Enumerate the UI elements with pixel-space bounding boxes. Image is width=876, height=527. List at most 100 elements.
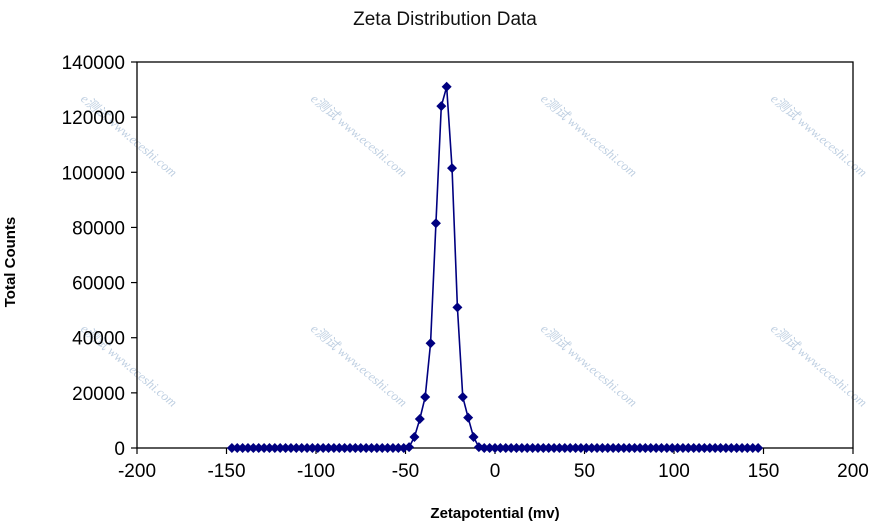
data-point bbox=[328, 443, 339, 453]
data-point bbox=[565, 443, 576, 453]
data-point bbox=[237, 443, 248, 453]
series-markers-group bbox=[226, 81, 764, 453]
data-point bbox=[731, 443, 742, 453]
data-point bbox=[468, 431, 479, 442]
data-point bbox=[532, 443, 543, 453]
watermark-text: e测试 www.eceshi.com bbox=[308, 91, 410, 180]
data-point bbox=[715, 443, 726, 453]
data-point bbox=[543, 443, 554, 453]
data-point bbox=[242, 443, 253, 453]
data-point bbox=[377, 443, 388, 453]
data-point bbox=[710, 443, 721, 453]
data-point bbox=[350, 443, 361, 453]
data-point bbox=[226, 443, 237, 453]
data-point bbox=[559, 443, 570, 453]
data-point bbox=[618, 443, 629, 453]
data-point bbox=[490, 443, 500, 453]
x-tick-label: -150 bbox=[207, 461, 245, 482]
data-point bbox=[737, 443, 748, 453]
data-point bbox=[602, 443, 613, 453]
data-point bbox=[393, 443, 404, 453]
y-tick-label: 100000 bbox=[62, 163, 125, 184]
data-point bbox=[430, 218, 441, 229]
x-axis-label: Zetapotential (mv) bbox=[430, 505, 559, 522]
chart-title: Zeta Distribution Data bbox=[353, 9, 537, 30]
data-point bbox=[704, 443, 715, 453]
data-point bbox=[355, 443, 366, 453]
data-point bbox=[495, 443, 506, 453]
data-point bbox=[656, 443, 667, 453]
data-point bbox=[742, 443, 753, 453]
y-tick-label: 80000 bbox=[72, 218, 125, 239]
y-tick-label: 60000 bbox=[72, 274, 125, 295]
x-tick-label: 150 bbox=[748, 461, 780, 482]
y-tick-label: 140000 bbox=[62, 53, 125, 74]
data-point bbox=[667, 443, 678, 453]
data-point bbox=[720, 443, 731, 453]
y-tick-label: 120000 bbox=[62, 108, 125, 129]
data-point bbox=[484, 443, 495, 453]
data-point bbox=[404, 442, 415, 453]
data-point bbox=[661, 443, 672, 453]
data-point bbox=[629, 443, 640, 453]
watermark-text: e测试 www.eceshi.com bbox=[768, 321, 870, 410]
data-point bbox=[592, 443, 603, 453]
data-point bbox=[447, 163, 458, 174]
data-point bbox=[296, 443, 307, 453]
watermark-text: e测试 www.eceshi.com bbox=[538, 321, 640, 410]
y-axis-ticks: 0 20000 40000 60000 80000 100000 120000 140000 bbox=[62, 53, 137, 460]
data-point bbox=[420, 391, 431, 402]
data-point bbox=[253, 443, 264, 453]
x-tick-label: -200 bbox=[118, 461, 156, 482]
x-tick-label: 0 bbox=[490, 461, 501, 482]
data-point bbox=[672, 443, 683, 453]
data-point bbox=[608, 443, 619, 453]
data-point bbox=[500, 443, 511, 453]
data-point bbox=[345, 443, 356, 453]
data-point bbox=[269, 443, 280, 453]
data-point bbox=[554, 443, 565, 453]
data-point bbox=[624, 443, 635, 453]
y-tick-label: 20000 bbox=[72, 384, 125, 405]
data-point bbox=[275, 443, 286, 453]
data-point bbox=[264, 443, 275, 453]
data-point bbox=[575, 443, 586, 453]
data-point bbox=[414, 414, 425, 425]
data-point bbox=[699, 443, 710, 453]
data-point bbox=[506, 443, 517, 453]
data-point bbox=[597, 443, 608, 453]
data-point bbox=[441, 81, 452, 92]
data-point bbox=[522, 443, 533, 453]
data-point bbox=[753, 443, 764, 453]
data-point bbox=[371, 443, 382, 453]
data-point bbox=[382, 443, 393, 453]
data-point bbox=[436, 101, 447, 112]
data-point bbox=[285, 443, 296, 453]
watermark-layer: e测试 www.eceshi.com e测试 www.eceshi.com e测试 … bbox=[78, 91, 870, 410]
data-point bbox=[232, 443, 243, 453]
x-tick-label: -50 bbox=[392, 461, 419, 482]
data-point bbox=[527, 443, 538, 453]
data-point bbox=[581, 443, 592, 453]
data-point bbox=[323, 443, 334, 453]
data-point bbox=[302, 443, 313, 453]
data-point bbox=[640, 443, 651, 453]
data-point bbox=[634, 443, 645, 453]
data-point bbox=[613, 443, 624, 453]
series-line-group bbox=[231, 86, 759, 449]
data-point bbox=[645, 443, 656, 453]
data-point bbox=[318, 443, 329, 453]
data-point bbox=[479, 443, 490, 453]
data-point bbox=[511, 443, 522, 453]
data-point bbox=[651, 443, 662, 453]
data-point bbox=[747, 443, 758, 453]
data-point bbox=[334, 443, 345, 453]
data-point bbox=[457, 391, 468, 402]
y-tick-label: 40000 bbox=[72, 329, 125, 350]
data-point bbox=[339, 443, 350, 453]
y-axis-label: Total Counts bbox=[2, 217, 19, 308]
data-point bbox=[549, 443, 560, 453]
x-tick-label: -100 bbox=[297, 461, 335, 482]
